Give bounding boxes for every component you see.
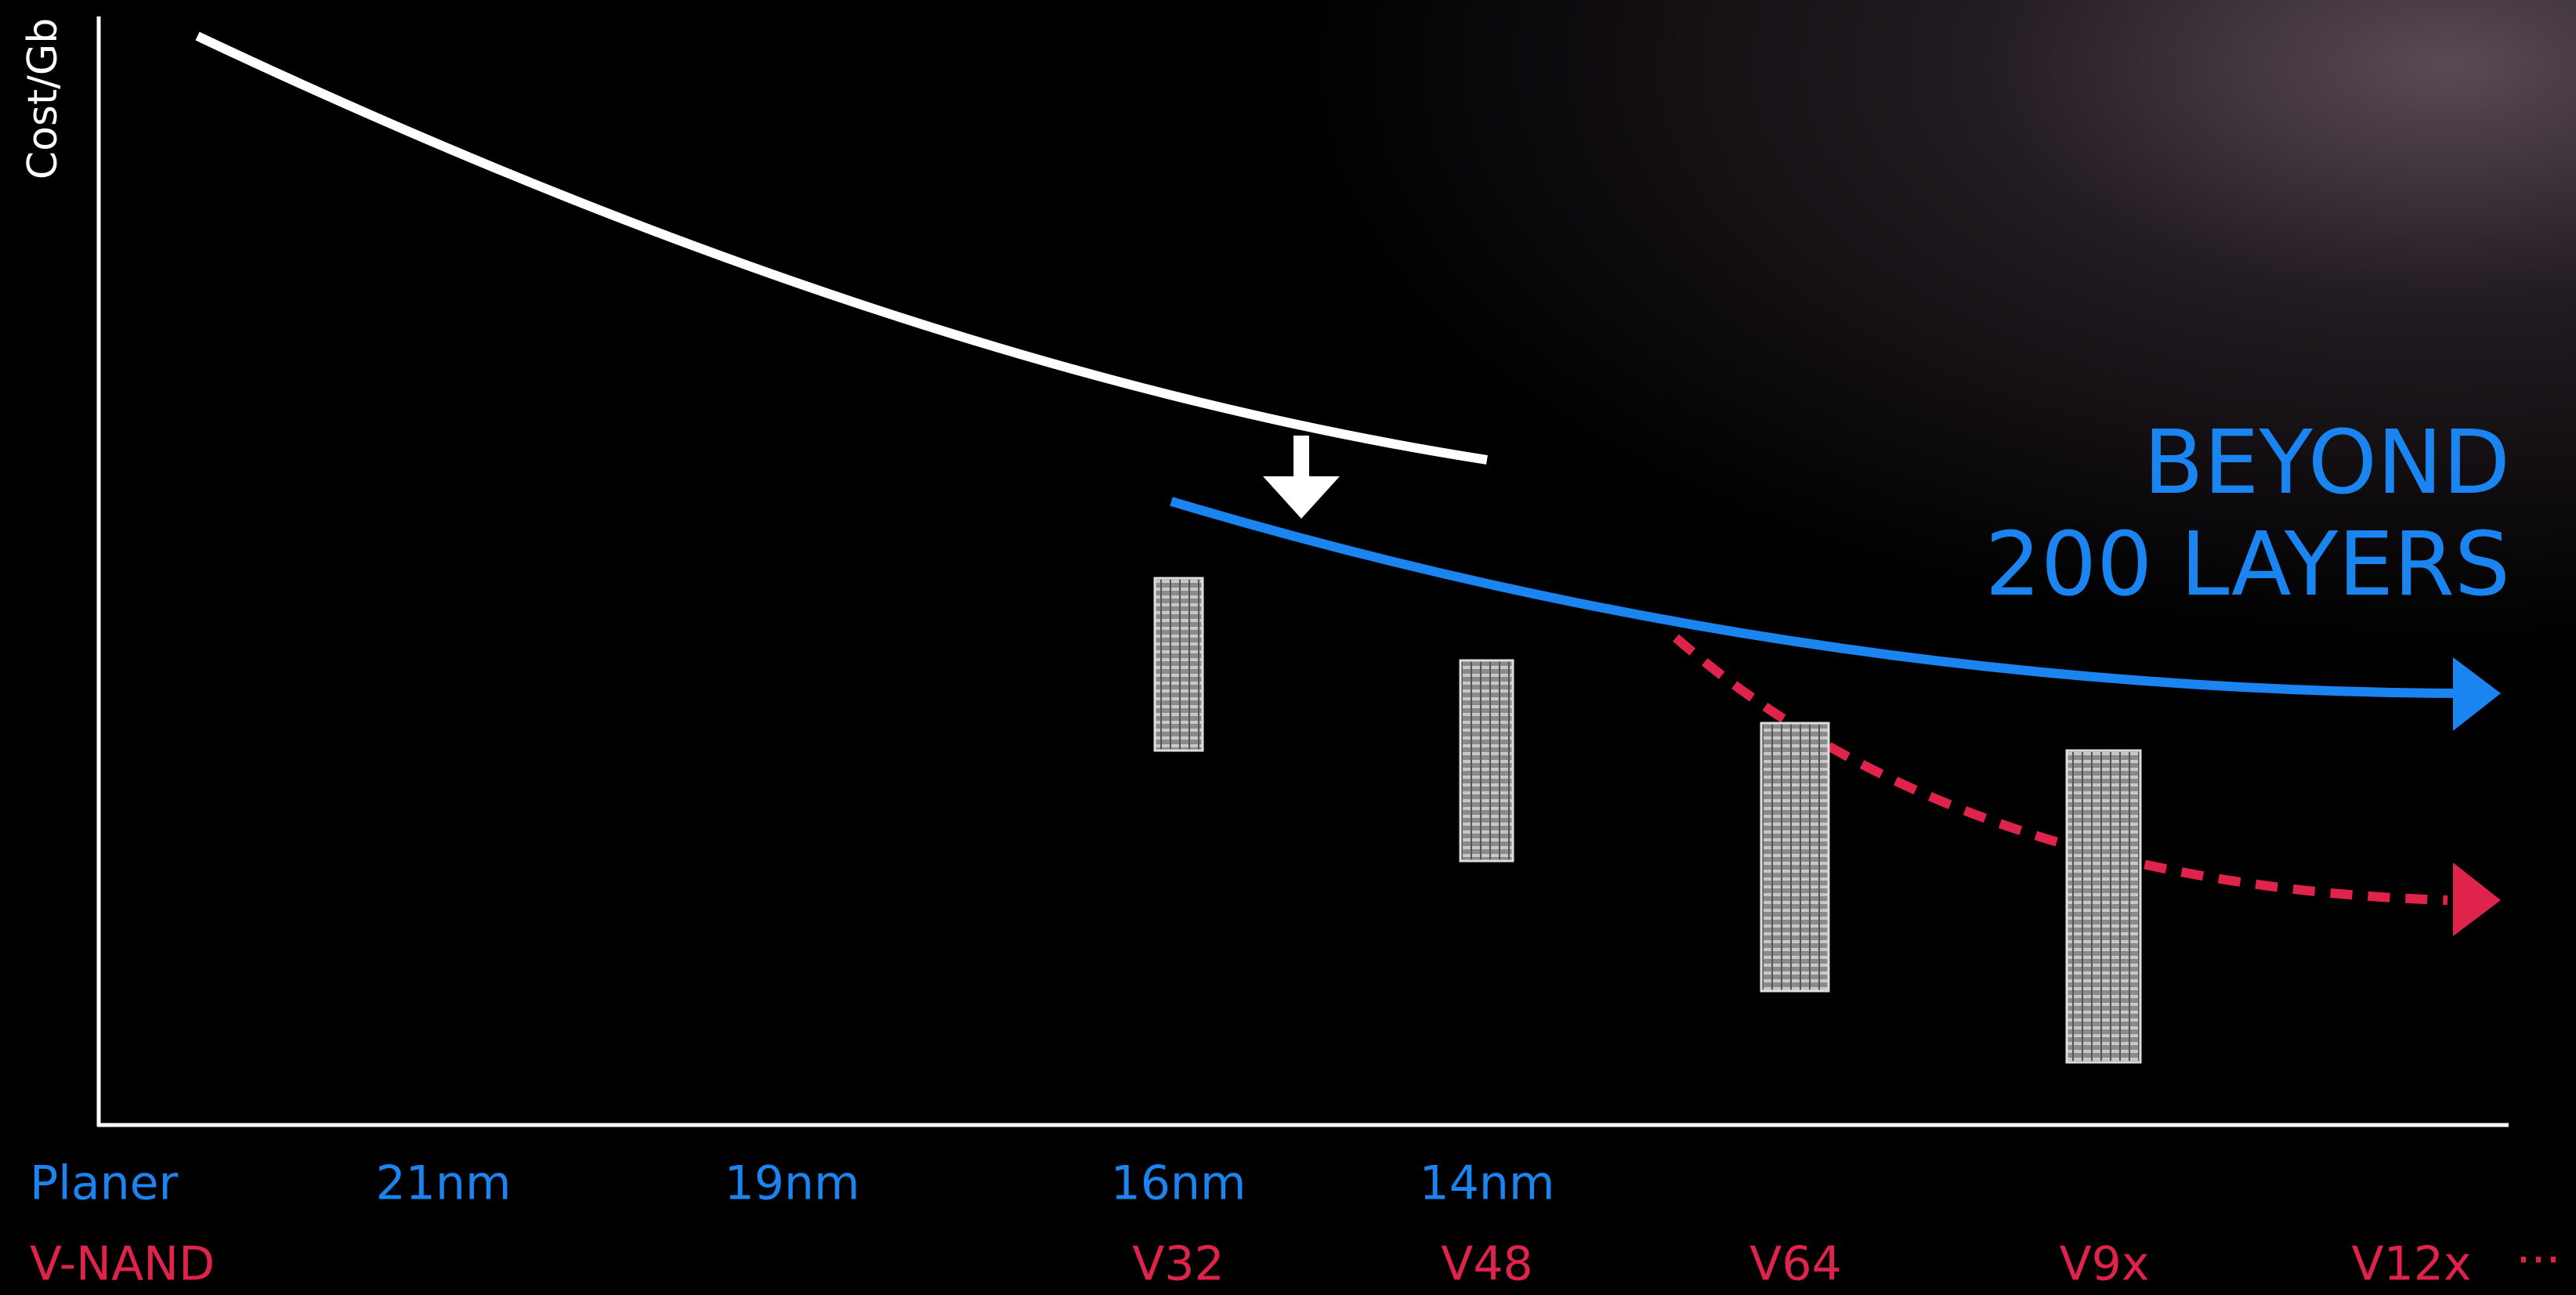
row-label: V-NAND (30, 1237, 215, 1292)
row-label: Planer (30, 1156, 179, 1211)
arrow-stem (1293, 436, 1309, 479)
callout-line: BEYOND (2144, 412, 2510, 514)
vnand-arrow (2453, 657, 2501, 731)
node-label: 16nm (1111, 1156, 1246, 1211)
node-label: 19nm (725, 1156, 860, 1211)
node-label: V12x (2352, 1237, 2472, 1292)
node-label: V48 (1441, 1237, 1532, 1292)
continuation: ··· (2516, 1233, 2560, 1288)
node-label: 21nm (376, 1156, 512, 1211)
dashed-curve (1673, 634, 2448, 905)
chip-image (2065, 749, 2142, 1064)
node-label: 14nm (1420, 1156, 1555, 1211)
node-label: V32 (1132, 1237, 1224, 1292)
node-label: V9x (2060, 1237, 2150, 1292)
chip-image (1459, 659, 1514, 863)
node-label: V64 (1749, 1237, 1841, 1292)
arrow-head (1263, 476, 1340, 519)
vnand-curve (1170, 497, 2457, 698)
y-axis-label: Cost/Gb (20, 18, 67, 179)
dashed-arrow (2453, 863, 2501, 936)
planar-curve (195, 31, 1488, 465)
chip-image (1153, 577, 1204, 752)
chip-image (1760, 722, 1830, 993)
callout-line: 200 LAYERS (1985, 514, 2510, 616)
